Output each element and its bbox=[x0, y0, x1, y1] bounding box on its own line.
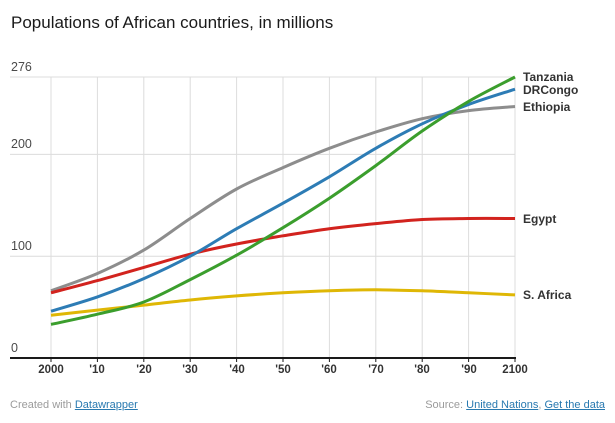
series-label-s-africa: S. Africa bbox=[523, 288, 572, 302]
x-tick-label-2100: 2100 bbox=[502, 364, 528, 376]
x-tick-label-40: '40 bbox=[229, 364, 245, 376]
y-tick-label-276: 276 bbox=[11, 60, 32, 74]
series-label-ethiopia: Ethiopia bbox=[523, 100, 571, 114]
y-tick-label-100: 100 bbox=[11, 239, 32, 253]
x-tick-label-60: '60 bbox=[321, 364, 337, 376]
x-tick-label-30: '30 bbox=[182, 364, 198, 376]
x-tick-label-50: '50 bbox=[275, 364, 291, 376]
series-line-ethiopia[interactable] bbox=[50, 105, 516, 293]
x-axis bbox=[10, 357, 516, 362]
chart-footer: Created with Datawrapper Source: United … bbox=[0, 399, 615, 415]
x-tick-label-10: '10 bbox=[89, 364, 105, 376]
x-tick-label-20: '20 bbox=[136, 364, 152, 376]
source-label: Source: bbox=[425, 399, 464, 411]
series-line-egypt[interactable] bbox=[50, 216, 516, 295]
x-tick-label-70: '70 bbox=[368, 364, 384, 376]
chart-title: Populations of African countries, in mil… bbox=[11, 13, 334, 32]
y-tick-label-200: 200 bbox=[11, 137, 32, 151]
datawrapper-link[interactable]: Datawrapper bbox=[74, 399, 138, 411]
get-the-data-link[interactable]: Get the data bbox=[544, 399, 605, 411]
attribution: Created with Datawrapper bbox=[10, 399, 138, 411]
y-tick-label-0: 0 bbox=[11, 341, 18, 355]
series-line-drcongo[interactable] bbox=[50, 87, 516, 313]
x-tick-label-2000: 2000 bbox=[38, 364, 64, 376]
x-tick-label-90: '90 bbox=[461, 364, 477, 376]
united-nations-link[interactable]: United Nations bbox=[466, 399, 539, 411]
created-with-text: Created with bbox=[10, 399, 72, 411]
series-line-tanzania[interactable] bbox=[50, 75, 516, 326]
series-label-egypt: Egypt bbox=[523, 212, 557, 226]
separator-text: , bbox=[538, 399, 545, 411]
source-line: Source: United Nations, Get the data bbox=[425, 399, 605, 411]
x-tick-label-80: '80 bbox=[414, 364, 430, 376]
series-label-drcongo: DRCongo bbox=[523, 83, 579, 97]
series-label-tanzania: Tanzania bbox=[523, 70, 574, 84]
